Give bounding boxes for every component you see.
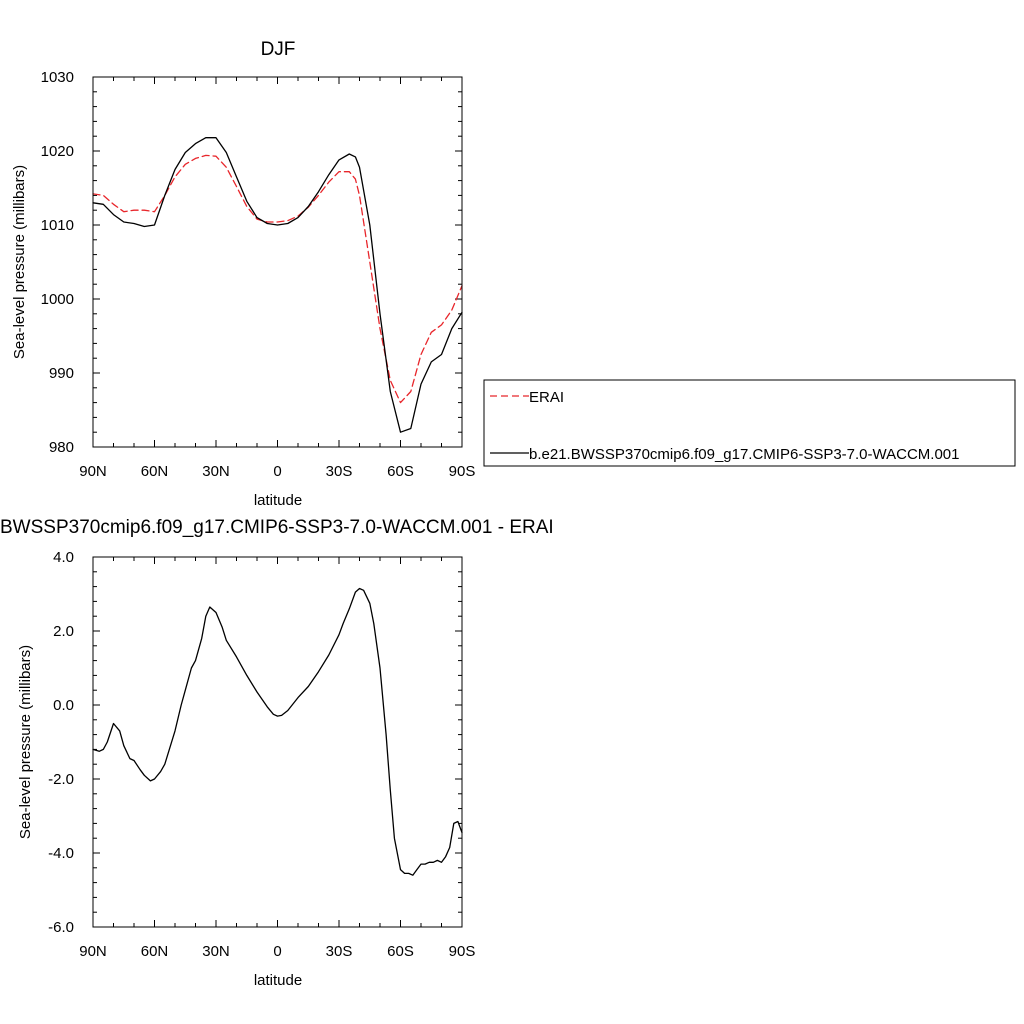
x-tick-label: 60S — [387, 943, 414, 960]
x-tick-label: 90S — [449, 463, 476, 480]
x-tick-label: 90N — [79, 943, 107, 960]
x-tick-label: 0 — [273, 463, 281, 480]
y-tick-label: 1000 — [41, 291, 74, 308]
axis-ticks: 90N 60N 30N 0 30S 60S 90S -6.0 -4.0 -2.0 0.0 2.0 4.0 — [48, 549, 475, 960]
axis-ticks: 90N 60N 30N 0 30S 60S 90S 980 990 1000 1010 1020 103… — [41, 69, 476, 480]
chart-title: BWSSP370cmip6.f09_g17.CMIP6-SSP3-7.0-WAC… — [0, 517, 554, 538]
legend-box — [483, 379, 1016, 467]
x-axis-label: latitude — [254, 972, 302, 989]
chart-bottom: BWSSP370cmip6.f09_g17.CMIP6-SSP3-7.0-WAC… — [0, 517, 554, 989]
x-tick-label: 0 — [273, 943, 281, 960]
y-tick-label: 1020 — [41, 143, 74, 160]
plot-frame — [92, 556, 463, 928]
legend-entry-model: b.e21.BWSSP370cmip6.f09_g17.CMIP6-SSP3-7… — [529, 446, 959, 463]
y-tick-label: 2.0 — [53, 623, 74, 640]
y-tick-label: -2.0 — [48, 771, 74, 788]
y-tick-label: -4.0 — [48, 845, 74, 862]
legend: ERAI b.e21.BWSSP370cmip6.f09_g17.CMIP6-S… — [483, 379, 1016, 467]
x-tick-label: 30S — [326, 463, 353, 480]
x-tick-label: 60N — [141, 463, 169, 480]
y-tick-label: 980 — [49, 439, 74, 456]
series-line-0 — [92, 154, 463, 404]
x-tick-label: 90S — [449, 943, 476, 960]
y-tick-label: -6.0 — [48, 919, 74, 936]
y-axis-label: Sea-level pressure (millibars) — [11, 165, 28, 359]
chart-title: DJF — [261, 39, 296, 60]
x-tick-label: 30N — [202, 463, 230, 480]
x-tick-label: 60S — [387, 463, 414, 480]
x-tick-label: 30N — [202, 943, 230, 960]
x-tick-label: 30S — [326, 943, 353, 960]
series-line-0 — [92, 587, 463, 876]
series-line-1 — [92, 137, 463, 433]
x-tick-label: 60N — [141, 943, 169, 960]
series-group — [92, 587, 463, 876]
x-axis-label: latitude — [254, 492, 302, 509]
legend-entry-erai: ERAI — [529, 389, 564, 406]
y-tick-label: 1010 — [41, 217, 74, 234]
series-group — [92, 137, 463, 433]
chart-top: DJF 90N 60N 30N 0 30S 60S 90S 980 990 1000 1010 102… — [11, 39, 475, 509]
plot-frame — [92, 76, 463, 448]
y-tick-label: 1030 — [41, 69, 74, 86]
y-tick-label: 990 — [49, 365, 74, 382]
y-axis-label: Sea-level pressure (millibars) — [17, 645, 34, 839]
y-tick-label: 0.0 — [53, 697, 74, 714]
x-tick-label: 90N — [79, 463, 107, 480]
y-tick-label: 4.0 — [53, 549, 74, 566]
